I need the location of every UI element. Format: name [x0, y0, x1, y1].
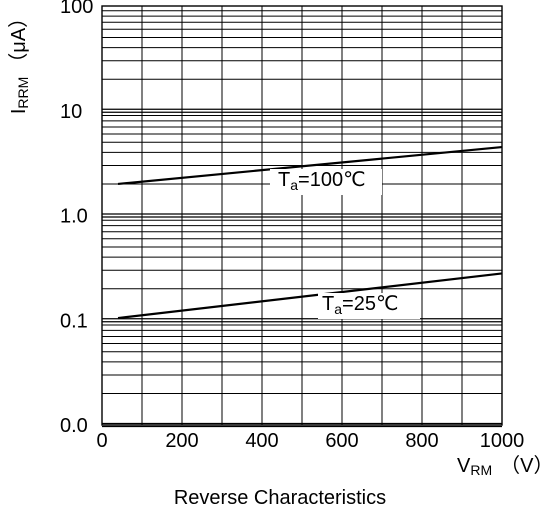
y-axis-label-main: I [8, 109, 30, 115]
series-label-background [270, 169, 382, 195]
y-axis-label-unit: （μA） [7, 8, 30, 73]
series-line-25c [117, 272, 503, 320]
y-tick-labels: 0.0 0.1 1.0 10 100 [60, 0, 93, 437]
y-tick-label: 1.0 [60, 206, 88, 228]
x-axis-label-sub: RM [470, 462, 492, 478]
series-label-main: T [278, 169, 290, 191]
chart-title: Reverse Characteristics [174, 487, 386, 509]
series-label-rest: =25℃ [342, 293, 398, 315]
series-label-rest: =100℃ [298, 169, 366, 191]
x-tick-label: 600 [325, 430, 358, 452]
x-tick-label: 400 [245, 430, 278, 452]
x-tick-label: 800 [405, 430, 438, 452]
x-tick-label: 0 [96, 430, 107, 452]
y-tick-label: 100 [60, 0, 93, 18]
series-label-100c: Ta=100℃ [278, 169, 366, 193]
y-tick-label: 0.1 [60, 310, 88, 332]
x-axis-label-main: V [457, 455, 471, 477]
x-axis-label-unit: （V） [500, 454, 553, 477]
y-tick-label: 0.0 [60, 415, 88, 437]
y-axis-label: IRRM （μA） [7, 8, 31, 114]
grid [102, 6, 502, 428]
series-label-background [318, 293, 420, 319]
x-tick-label: 200 [165, 430, 198, 452]
series-label-25c: Ta=25℃ [322, 293, 398, 317]
series-label-sub: a [290, 177, 298, 193]
series-labels: Ta=100℃Ta=25℃ [270, 169, 420, 319]
plot-frame [101, 5, 503, 426]
x-tick-label: 1000 [480, 430, 525, 452]
series-line-100c [117, 145, 503, 186]
series-label-main: T [322, 293, 334, 315]
x-tick-labels: 0 200 400 600 800 1000 [96, 430, 524, 452]
series-lines [117, 145, 503, 320]
y-axis-label-sub: RRM [15, 77, 31, 109]
series-label-sub: a [334, 301, 342, 317]
y-tick-label: 10 [60, 101, 82, 123]
x-axis-label: VRM （V） [457, 454, 553, 478]
